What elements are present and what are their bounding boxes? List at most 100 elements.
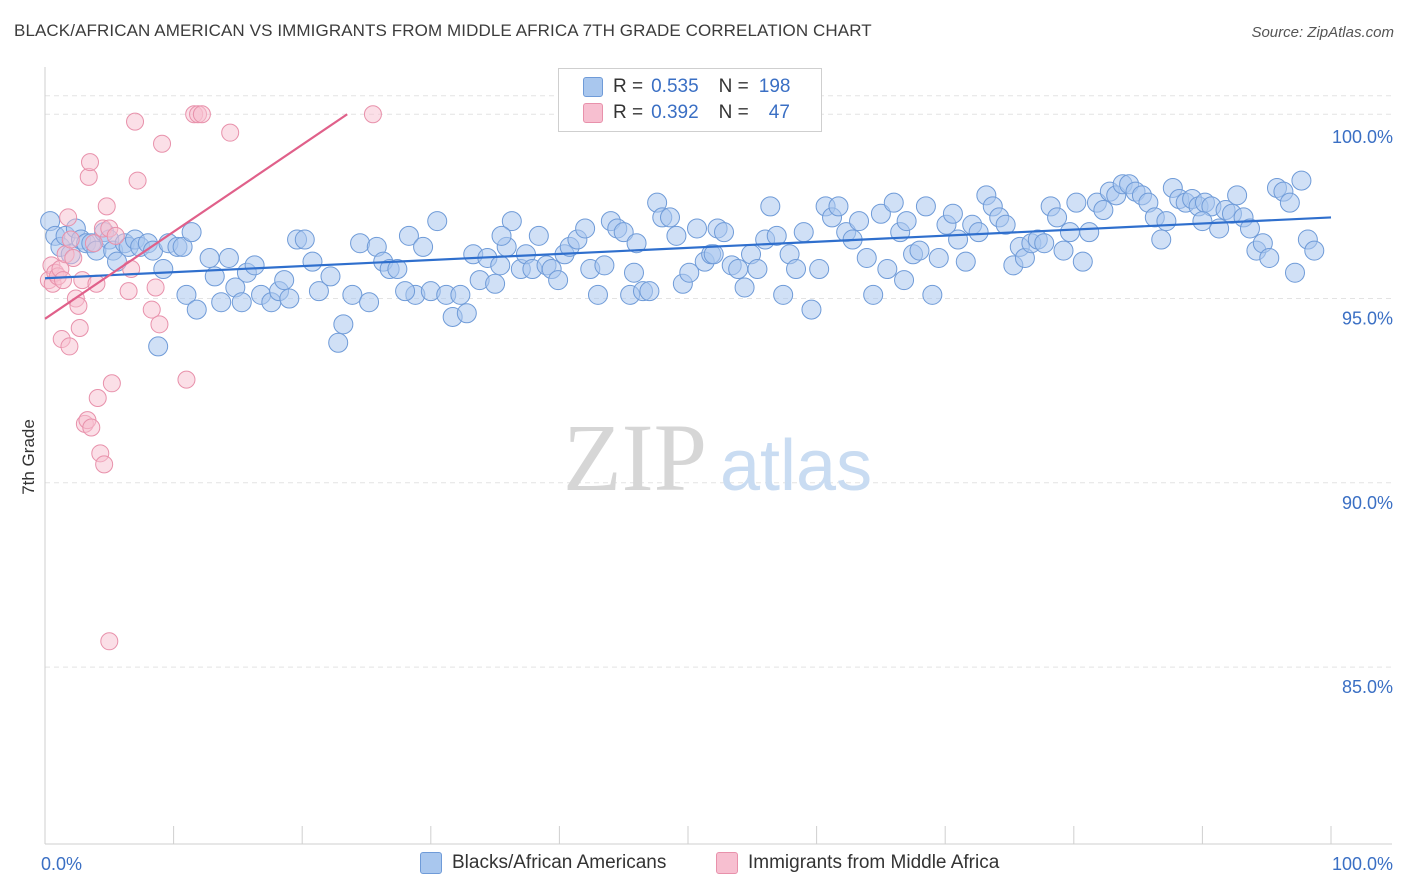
blue-point: [894, 270, 915, 291]
y-axis-label: 7th Grade: [19, 419, 38, 495]
pink-point: [363, 105, 382, 124]
blue-point: [915, 196, 936, 217]
chart-title: BLACK/AFRICAN AMERICAN VS IMMIGRANTS FRO…: [14, 21, 872, 40]
blue-point: [594, 255, 615, 276]
blue-point: [302, 251, 323, 272]
y-tick-label: 95.0%: [1342, 309, 1393, 329]
blue-point: [211, 292, 232, 313]
blue-point: [1227, 185, 1248, 206]
blue-point: [204, 266, 225, 287]
pink-point: [59, 208, 78, 227]
r-value: 0.392: [651, 102, 699, 123]
blue-point: [786, 259, 807, 280]
blue-point: [1034, 233, 1055, 254]
pink-point: [54, 271, 73, 290]
blue-point: [801, 299, 822, 320]
blue-point: [199, 247, 220, 268]
blue-point: [793, 222, 814, 243]
watermark-atlas: atlas: [720, 426, 872, 506]
blue-point: [294, 229, 315, 250]
blue-point: [623, 262, 644, 283]
pink-point: [221, 123, 240, 142]
blue-point: [350, 233, 371, 254]
series-legend: Blacks/African Americans Immigrants from…: [0, 852, 1406, 878]
blue-point: [703, 244, 724, 265]
blue-point: [1259, 247, 1280, 268]
blue-point: [148, 336, 169, 357]
y-tick-label: 100.0%: [1332, 127, 1393, 147]
y-tick-label: 85.0%: [1342, 677, 1393, 697]
blue-point: [613, 222, 634, 243]
blue-point: [359, 292, 380, 313]
watermark: ZIP atlas: [563, 404, 872, 511]
blue-point: [714, 222, 735, 243]
blue-point: [1079, 222, 1100, 243]
blue-point: [1151, 229, 1172, 250]
blue-point: [413, 236, 434, 257]
blue-point: [870, 203, 891, 224]
pink-point: [64, 248, 83, 267]
blue-point: [666, 225, 687, 246]
blue-point: [948, 229, 969, 250]
pink-point: [81, 153, 100, 172]
pink-point: [146, 278, 165, 297]
blue-point: [809, 259, 830, 280]
blue-point: [218, 247, 239, 268]
r-label: R =: [613, 76, 644, 97]
tick-labels: 85.0% 90.0% 95.0% 100.0% 0.0% 100.0% 7th Grade: [19, 127, 1393, 874]
blue-point: [1053, 240, 1074, 261]
legend-label: Immigrants from Middle Africa: [748, 852, 1000, 873]
blue-swatch: [420, 852, 442, 874]
blue-point: [501, 211, 522, 232]
blue-trend-line: [44, 216, 1332, 280]
n-label: N =: [718, 102, 749, 123]
blue-point: [747, 259, 768, 280]
pink-point: [150, 315, 169, 334]
r-label: R =: [613, 102, 644, 123]
blue-point: [922, 284, 943, 305]
pink-point: [95, 455, 114, 474]
blue-point: [1093, 200, 1114, 221]
blue-point: [883, 192, 904, 213]
blue-point: [333, 314, 354, 335]
blue-point: [575, 218, 596, 239]
pink-trend-line: [44, 113, 348, 320]
blue-point: [687, 218, 708, 239]
pink-swatch: [583, 103, 603, 123]
pink-point: [126, 112, 145, 131]
blue-point: [320, 266, 341, 287]
stats-legend-row-blue: R = 0.535 N = 198: [583, 75, 790, 99]
trend-lines: [44, 113, 1332, 320]
blue-point: [450, 284, 471, 305]
x-tick-label: 0.0%: [41, 854, 82, 874]
blue-point: [456, 303, 477, 324]
blue-point: [995, 214, 1016, 235]
stats-legend: R = 0.535 N = 198 R = 0.392 N = 47: [558, 68, 822, 132]
blue-point: [773, 284, 794, 305]
blue-point: [856, 247, 877, 268]
blue-point: [387, 259, 408, 280]
blue-point: [928, 247, 949, 268]
blue-point: [1047, 207, 1068, 228]
blue-point: [955, 251, 976, 272]
n-value: 198: [758, 76, 791, 97]
blue-point: [528, 225, 549, 246]
blue-point: [427, 211, 448, 232]
pink-point: [177, 370, 196, 389]
blue-point: [395, 281, 416, 302]
y-tick-label: 90.0%: [1342, 493, 1393, 513]
blue-point: [153, 259, 174, 280]
r-value: 0.535: [651, 76, 699, 97]
pink-point: [84, 234, 103, 253]
blue-point: [849, 211, 870, 232]
stats-legend-row-pink: R = 0.392 N = 47: [583, 101, 790, 125]
blue-point: [274, 270, 295, 291]
blue-point: [734, 277, 755, 298]
blue-point: [244, 255, 265, 276]
n-label: N =: [718, 76, 749, 97]
pink-point: [106, 226, 125, 245]
blue-point: [398, 225, 419, 246]
blue-point: [760, 196, 781, 217]
blue-point: [896, 211, 917, 232]
blue-point: [1291, 170, 1312, 191]
